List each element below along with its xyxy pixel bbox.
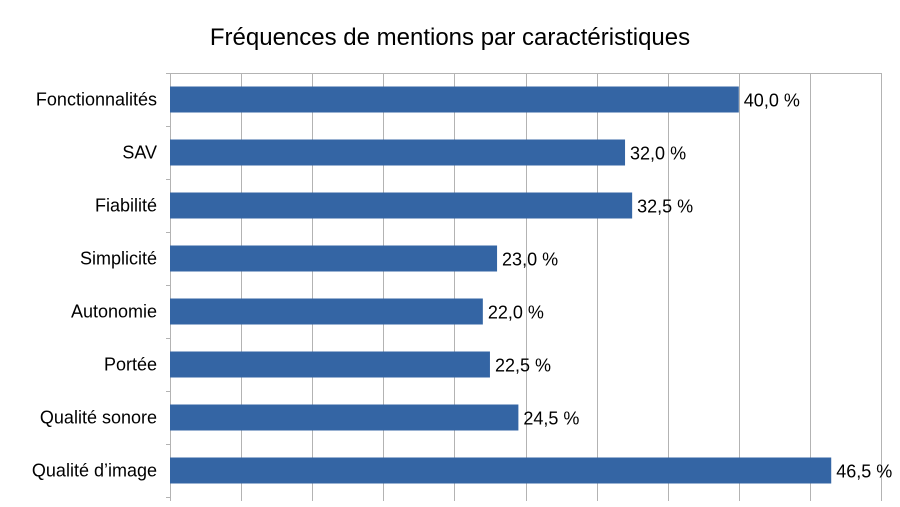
data-label: 22,0 %	[488, 303, 544, 323]
data-label: 32,5 %	[637, 197, 693, 217]
bar	[170, 298, 483, 325]
data-label: 22,5 %	[495, 356, 551, 376]
category-label: Autonomie	[71, 302, 157, 322]
data-label: 23,0 %	[502, 250, 558, 270]
bar	[170, 192, 633, 219]
category-label: Fonctionnalités	[36, 90, 157, 110]
bar	[170, 351, 490, 378]
data-label: 32,0 %	[630, 144, 686, 164]
category-label: Simplicité	[80, 249, 157, 269]
data-label: 46,5 %	[836, 462, 892, 482]
bar	[170, 404, 519, 431]
bar	[170, 139, 626, 166]
category-label: Portée	[104, 355, 157, 375]
data-label: 24,5 %	[523, 409, 579, 429]
chart-title: Fréquences de mentions par caractéristiq…	[209, 24, 691, 51]
data-label: 40,0 %	[744, 91, 800, 111]
bar	[170, 245, 498, 272]
bar	[170, 86, 739, 113]
category-label: Qualité sonore	[40, 408, 157, 428]
category-label: Fiabilité	[95, 196, 157, 216]
bar	[170, 457, 832, 484]
category-label: Qualité d’image	[32, 461, 157, 481]
category-label: SAV	[122, 143, 157, 163]
